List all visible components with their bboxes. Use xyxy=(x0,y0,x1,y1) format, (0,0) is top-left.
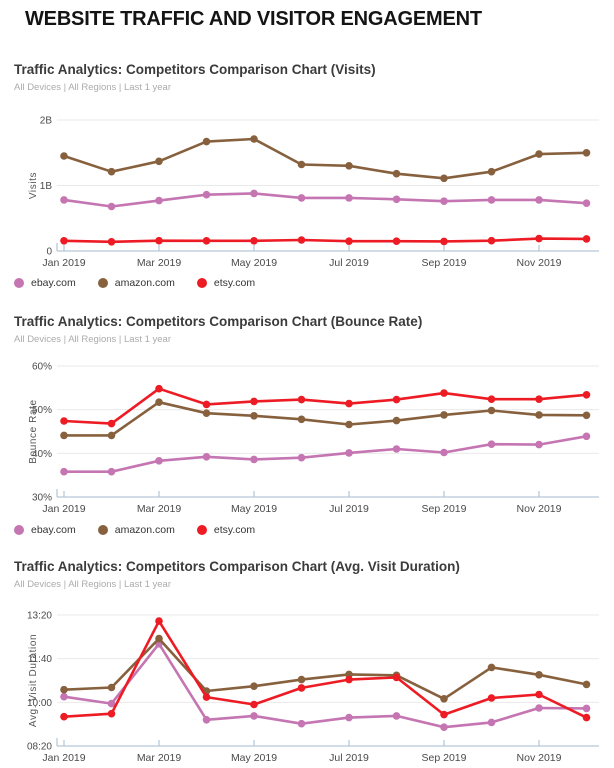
legend-dot-icon xyxy=(14,525,24,535)
svg-text:11:40: 11:40 xyxy=(28,654,53,665)
svg-text:Avg. Visit Duration: Avg. Visit Duration xyxy=(28,634,39,727)
legend-item-etsy[interactable]: etsy.com xyxy=(196,524,256,536)
bounce-rate-chart-legend: ebay.com amazon.com etsy.com xyxy=(14,524,255,536)
legend-label: amazon.com xyxy=(114,277,175,289)
svg-text:Nov 2019: Nov 2019 xyxy=(517,257,562,269)
svg-text:Visits: Visits xyxy=(28,172,39,199)
visits-line-chart: 0 1B 2B Jan 2019 Mar 2019 May 2019 Jul 2019 Sep… xyxy=(28,116,599,269)
svg-text:Jul 2019: Jul 2019 xyxy=(329,503,369,515)
bounce-rate-chart-title: Traffic Analytics: Competitors Compariso… xyxy=(14,314,423,329)
svg-text:Sep 2019: Sep 2019 xyxy=(422,752,467,764)
svg-text:Mar 2019: Mar 2019 xyxy=(137,503,182,515)
svg-text:Mar 2019: Mar 2019 xyxy=(137,752,182,764)
svg-text:50%: 50% xyxy=(32,405,52,416)
visits-chart-subtitle: All Devices | All Regions | Last 1 year xyxy=(14,82,172,93)
svg-text:08:20: 08:20 xyxy=(27,742,52,753)
legend-dot-icon xyxy=(196,278,207,288)
legend-label: etsy.com xyxy=(213,524,256,536)
page-title: WEBSITE TRAFFIC AND VISITOR ENGAGEMENT xyxy=(25,8,482,30)
visit-duration-chart-subtitle: All Devices | All Regions | Last 1 year xyxy=(14,579,172,590)
svg-text:Jan 2019: Jan 2019 xyxy=(42,257,85,269)
svg-text:Mar 2019: Mar 2019 xyxy=(137,257,182,269)
svg-text:Jan 2019: Jan 2019 xyxy=(42,503,85,515)
legend-dot-icon xyxy=(97,525,108,535)
svg-text:0: 0 xyxy=(46,247,52,258)
svg-text:Jul 2019: Jul 2019 xyxy=(329,752,369,764)
legend-dot-icon xyxy=(97,278,108,288)
svg-text:May 2019: May 2019 xyxy=(231,257,277,269)
svg-text:May 2019: May 2019 xyxy=(231,752,277,764)
svg-text:Nov 2019: Nov 2019 xyxy=(517,752,562,764)
svg-text:10:00: 10:00 xyxy=(27,698,52,709)
legend-item-ebay[interactable]: ebay.com xyxy=(14,524,76,536)
visits-chart-title: Traffic Analytics: Competitors Compariso… xyxy=(14,62,376,77)
legend-label: ebay.com xyxy=(31,277,76,289)
bounce-rate-line-chart: 30% 40% 50% 60% Jan 2019 Mar 2019 May 2019 Jul … xyxy=(28,362,599,515)
svg-text:Jan 2019: Jan 2019 xyxy=(42,752,85,764)
legend-label: amazon.com xyxy=(114,524,175,536)
legend-dot-icon xyxy=(14,278,24,288)
legend-item-ebay[interactable]: ebay.com xyxy=(14,277,76,289)
visit-duration-chart-title: Traffic Analytics: Competitors Compariso… xyxy=(14,559,460,574)
svg-text:13:20: 13:20 xyxy=(27,611,52,622)
svg-text:2B: 2B xyxy=(40,116,53,127)
svg-text:Jul 2019: Jul 2019 xyxy=(329,257,369,269)
bounce-rate-chart-subtitle: All Devices | All Regions | Last 1 year xyxy=(14,334,172,345)
legend-label: ebay.com xyxy=(31,524,76,536)
legend-item-amazon[interactable]: amazon.com xyxy=(97,277,175,289)
legend-item-amazon[interactable]: amazon.com xyxy=(97,524,175,536)
legend-label: etsy.com xyxy=(213,277,256,289)
svg-text:40%: 40% xyxy=(32,449,52,460)
svg-text:May 2019: May 2019 xyxy=(231,503,277,515)
svg-text:Sep 2019: Sep 2019 xyxy=(422,503,467,515)
legend-item-etsy[interactable]: etsy.com xyxy=(196,277,256,289)
svg-text:30%: 30% xyxy=(32,493,52,504)
visit-duration-line-chart: 08:20 10:00 11:40 13:20 Jan 2019 Mar 2019 May … xyxy=(27,611,599,764)
svg-text:1B: 1B xyxy=(40,181,53,192)
svg-text:60%: 60% xyxy=(32,362,52,373)
svg-text:Nov 2019: Nov 2019 xyxy=(517,503,562,515)
visits-chart-legend: ebay.com amazon.com etsy.com xyxy=(14,277,255,289)
svg-text:Bounce Rate: Bounce Rate xyxy=(28,399,39,463)
legend-dot-icon xyxy=(196,525,207,535)
svg-text:Sep 2019: Sep 2019 xyxy=(422,257,467,269)
